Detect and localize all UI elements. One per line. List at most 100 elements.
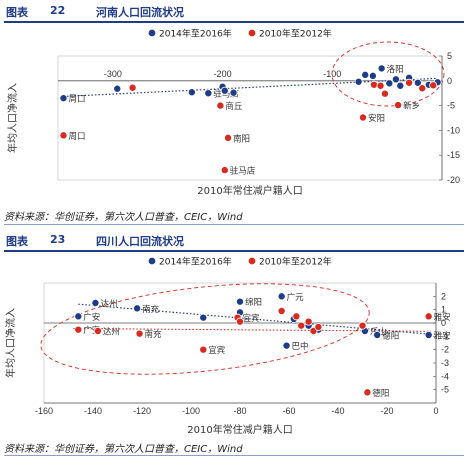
point-2014-2016: [361, 70, 370, 79]
sichuan-scatter-chart: -160 -140 -120 -100 -80 -60 -40 -20 0 2 1 0 -1 -2 -3 -4…: [4, 256, 451, 437]
point-2010-2012: [224, 133, 233, 142]
y-tick-label: -5: [447, 101, 455, 111]
point-2014-2016: [199, 313, 208, 322]
point-2014-2016: [59, 94, 68, 103]
point-2010-2012: [429, 81, 438, 90]
y-axis-title: 年均人口净流入: [6, 83, 19, 153]
x-tick-label: -120: [133, 406, 151, 416]
x-tick-label: -300: [104, 69, 122, 79]
point-2010-2012: [304, 317, 313, 326]
y-tick-label: 0: [447, 76, 452, 86]
x-tick-label: -80: [233, 406, 246, 416]
legend-marker: [147, 28, 157, 38]
legend-marker: [147, 256, 157, 266]
point-2010-2012: [220, 166, 229, 175]
point-label: 达州: [103, 327, 120, 338]
point-2014-2016: [229, 88, 238, 97]
x-tick-label: 0: [433, 406, 438, 416]
point-2014-2016: [354, 77, 363, 86]
x-tick-label: -40: [331, 406, 344, 416]
figure-label: 图表: [6, 235, 28, 248]
point-label: 宜宾: [208, 345, 225, 356]
point-2010-2012: [93, 327, 102, 336]
legend-label: 2014年至2016年: [159, 256, 232, 268]
figure-title: 四川人口回流状况: [96, 235, 184, 248]
point-2014-2016: [133, 304, 142, 313]
point-2010-2012: [135, 329, 144, 338]
source-divider: [4, 455, 464, 456]
highlight-ellipse: [331, 41, 445, 107]
y-tick-label: -5: [441, 385, 449, 395]
point-2010-2012: [376, 81, 385, 90]
point-2014-2016: [396, 81, 405, 90]
figure-sichuan: 图表 23 四川人口回流状况 -160 -140 -120 -100 -80 -60 -40…: [0, 229, 468, 457]
point-label: 雅安: [434, 331, 451, 342]
point-label: 广元: [287, 292, 305, 303]
source-divider: [4, 224, 464, 225]
point-2010-2012: [59, 131, 68, 140]
figure-source: 资料来源：华创证券，第六次人口普查，CEIC，Wind: [4, 212, 243, 223]
legend-marker: [247, 256, 257, 266]
point-2010-2012: [297, 321, 306, 330]
x-tick-label: -60: [282, 406, 295, 416]
point-label: 德阳: [382, 331, 399, 342]
point-label: 南充: [145, 329, 163, 340]
point-label: 南充: [142, 304, 160, 315]
y-tick-label: 2: [441, 291, 446, 301]
highlight-ellipse: [40, 283, 370, 375]
point-label: 宜宾: [243, 313, 260, 324]
point-2010-2012: [394, 101, 403, 110]
point-2014-2016: [368, 71, 377, 80]
y-tick-label: -1: [441, 331, 449, 341]
point-label: 洛阳: [387, 64, 404, 75]
point-2014-2016: [187, 88, 196, 97]
figure-number: 22: [50, 4, 66, 17]
legend-marker: [247, 28, 257, 38]
point-2010-2012: [418, 84, 427, 93]
point-2010-2012: [74, 325, 83, 334]
point-2014-2016: [282, 341, 291, 350]
point-label: 雅安: [434, 312, 451, 323]
point-2014-2016: [204, 89, 213, 98]
point-2010-2012: [359, 113, 368, 122]
point-label: 安阳: [368, 113, 385, 124]
point-label: 达州: [100, 299, 117, 310]
point-label: 绵阳: [245, 297, 262, 308]
point-2010-2012: [292, 312, 301, 321]
point-2010-2012: [235, 317, 244, 326]
x-tick-label: -140: [84, 406, 102, 416]
x-tick-label: -200: [214, 69, 232, 79]
y-tick-label: 1: [441, 305, 446, 315]
y-tick-label: -4: [441, 371, 449, 381]
point-2014-2016: [277, 292, 286, 301]
y-tick-label: 0: [441, 318, 446, 328]
x-tick-label: -100: [182, 406, 200, 416]
y-tick-label: -20: [447, 175, 460, 185]
figure-header: 图表 23 四川人口回流状况: [4, 231, 464, 252]
henan-scatter-chart: -300 -200 -10050-5-10-15-202010年常住减户籍人口年均人…: [6, 28, 460, 198]
point-2014-2016: [385, 79, 394, 88]
point-2010-2012: [369, 80, 378, 89]
point-2014-2016: [391, 75, 400, 84]
y-tick-label: -2: [441, 345, 449, 355]
point-2014-2016: [113, 84, 122, 93]
figure-number: 23: [50, 233, 66, 246]
point-2014-2016: [235, 297, 244, 306]
figure-henan: 图表 22 河南人口回流状况 -300 -200 -100 5 0 -5 -10 -15 -20…: [0, 0, 468, 228]
point-label: 德阳: [372, 388, 389, 399]
point-label: 商丘: [225, 101, 243, 112]
point-2010-2012: [128, 83, 137, 92]
legend-label: 2010年至2012年: [259, 256, 332, 268]
point-2010-2012: [405, 78, 414, 87]
point-label: 广安: [83, 325, 100, 336]
point-label: 南阳: [233, 133, 250, 144]
trend-line: [78, 303, 429, 335]
point-2010-2012: [424, 312, 433, 321]
point-2014-2016: [413, 78, 422, 87]
point-label: 周口: [68, 95, 85, 105]
y-tick-label: 5: [447, 51, 452, 61]
point-2014-2016: [377, 64, 386, 73]
point-2010-2012: [314, 323, 323, 332]
point-2014-2016: [74, 312, 83, 321]
trend-line: [73, 327, 432, 332]
